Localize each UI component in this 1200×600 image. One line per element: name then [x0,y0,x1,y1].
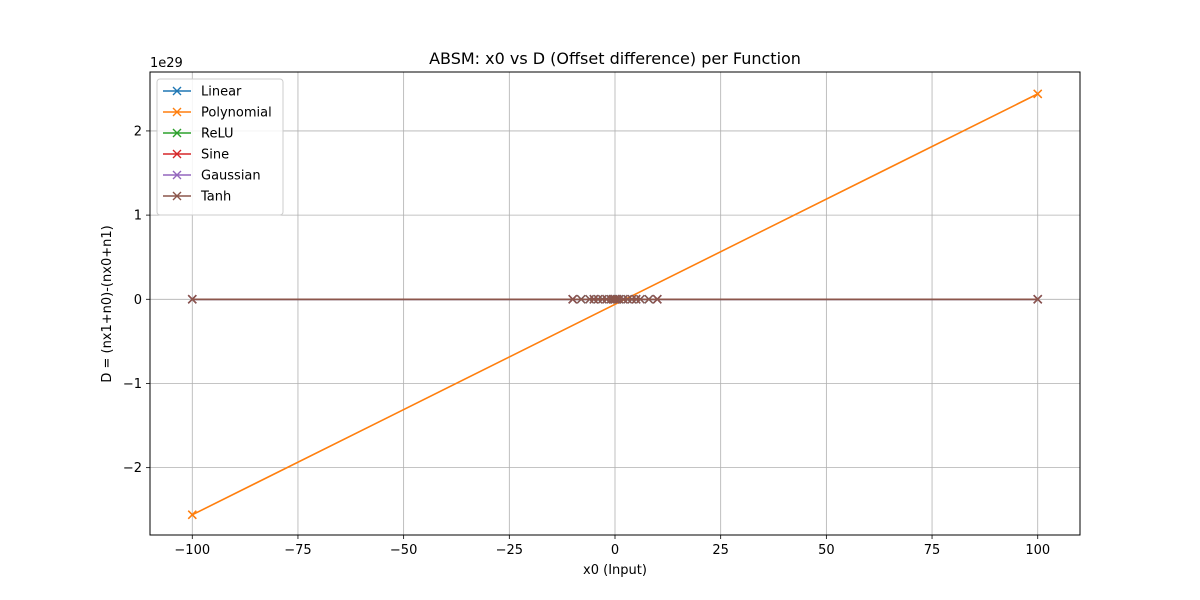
x-tick-label: −75 [284,543,311,558]
data-point-tanh [1033,294,1043,304]
data-point-tanh [652,294,662,304]
y-axis-label: D = (nx1+n0)-(nx0+n1) [100,225,115,382]
y-tick-label: −1 [123,377,142,392]
data-point-tanh [606,294,616,304]
data-point-tanh [635,294,645,304]
legend-marker-polynomial [172,107,182,117]
x-tick-label: −50 [390,543,417,558]
data-point-tanh [631,294,641,304]
x-tick-label: 0 [611,543,619,558]
data-point-tanh [602,294,612,304]
data-point-tanh [608,294,618,304]
data-point-tanh [589,294,599,304]
x-tick-label: 100 [1025,543,1050,558]
legend-label-gaussian: Gaussian [201,169,261,184]
y-axis-ticks: −2 −1 0 1 2 [123,124,150,476]
x-tick-label: −25 [496,543,523,558]
legend-marker-tanh [172,191,182,201]
x-axis-label: x0 (Input) [583,563,647,578]
x-tick-label: 50 [818,543,835,558]
y-tick-label: −2 [123,461,142,476]
data-point-tanh [593,294,603,304]
data-point-polynomial [1033,89,1043,99]
data-point-tanh [612,294,622,304]
legend-label-relu: ReLU [201,127,234,142]
data-point-tanh [614,294,624,304]
legend-item-linear: Linear [163,85,242,100]
y-tick-label: 0 [134,293,142,308]
y-tick-label: 1 [134,209,142,224]
legend-box [156,78,284,216]
legend-item-polynomial: Polynomial [163,106,272,121]
legend-marker-relu [172,128,182,138]
data-point-tanh [585,294,595,304]
data-point-tanh [627,294,637,304]
data-point-tanh [187,294,197,304]
legend-marker-sine [172,149,182,159]
data-point-polynomial [187,510,197,520]
series-polynomial [187,89,1043,520]
x-tick-label: 75 [924,543,941,558]
legend-marker-linear [172,86,182,96]
legend-label-sine: Sine [201,148,229,163]
series-line-polynomial [191,93,1039,516]
legend-item-tanh: Tanh [163,190,231,205]
series-plot [187,89,1043,520]
y-tick-label: 2 [134,124,142,139]
legend-marker-gaussian [172,170,182,180]
data-point-tanh [597,294,607,304]
chart-title: ABSM: x0 vs D (Offset difference) per Fu… [429,49,801,68]
x-axis-ticks: −100 −75 −50 −25 0 25 50 75 100 [174,535,1050,558]
data-point-tanh [568,294,578,304]
legend-item-gaussian: Gaussian [163,169,261,184]
x-tick-label: 25 [712,543,729,558]
x-tick-label: −100 [174,543,210,558]
series-tanh [187,294,1043,304]
legend-label-tanh: Tanh [200,190,231,205]
data-point-tanh [610,294,620,304]
legend-label-polynomial: Polynomial [201,106,272,121]
legend-item-sine: Sine [163,148,229,163]
data-point-tanh [576,294,586,304]
data-point-tanh [618,294,628,304]
legend: Linear Polynomial ReLU Sine Gaussian Tanh [156,78,284,216]
legend-label-linear: Linear [201,85,242,100]
data-point-tanh [644,294,654,304]
y-scale-exponent: 1e29 [150,56,183,71]
legend-item-relu: ReLU [163,127,234,142]
data-point-tanh [623,294,633,304]
